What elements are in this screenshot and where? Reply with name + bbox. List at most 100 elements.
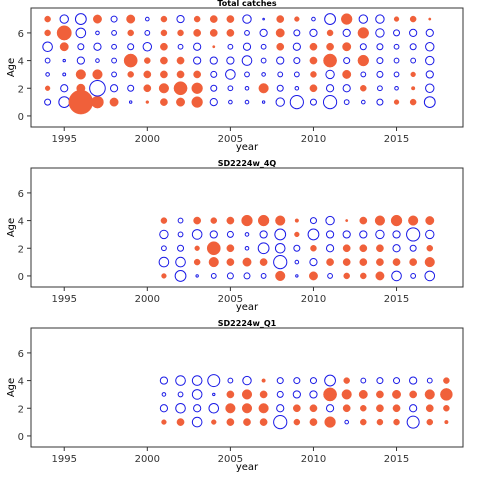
x-tick-label: 2005 (218, 454, 243, 465)
bubble-positive (408, 215, 419, 226)
bubble-positive (56, 25, 72, 41)
bubble-positive (342, 42, 352, 52)
y-tick-label: 4 (18, 57, 24, 68)
bubble-negative (361, 99, 366, 105)
bubble-negative (209, 230, 218, 239)
panel-title: Total catches (217, 0, 276, 8)
bubble-positive (160, 98, 168, 106)
bubble-positive (193, 216, 202, 225)
bubble-negative (309, 217, 317, 225)
bubble-negative (325, 244, 335, 253)
x-tick-label: 1995 (52, 134, 77, 145)
bubble-negative (242, 14, 252, 24)
bubble-positive (357, 27, 369, 39)
bubble-positive (145, 100, 149, 104)
bubble-positive (376, 258, 384, 266)
bubble-negative (244, 30, 250, 36)
bubble-negative (260, 43, 267, 50)
bubble-positive (259, 418, 268, 426)
bubble-positive (426, 245, 434, 252)
chart-panel-1: Total catches 1995 2000 2005 2010 2015 0 2 4 6 yea… (6, 0, 464, 153)
bubble-positive (324, 416, 336, 428)
bubble-positive (309, 42, 318, 51)
bubble-negative (95, 30, 100, 36)
bubble-positive (358, 389, 368, 399)
bubble-negative (193, 56, 202, 65)
bubble-negative (276, 84, 284, 92)
bubble-negative (292, 42, 301, 51)
bubble-negative (110, 15, 118, 23)
bubble-negative (59, 14, 69, 24)
bubble-positive (309, 84, 318, 93)
bubble-positive (257, 214, 270, 227)
bubble-positive (143, 84, 152, 93)
bubble-negative (409, 376, 418, 385)
bubble-negative (342, 230, 351, 239)
bubble-negative (145, 16, 150, 22)
bubble-positive (440, 388, 453, 401)
bubble-negative (393, 43, 400, 50)
bubble-negative (376, 98, 384, 106)
bubble-positive (59, 42, 69, 52)
bubble-positive (425, 216, 435, 226)
bubble-negative (394, 85, 399, 91)
bubble-negative (259, 230, 268, 239)
bubble-negative (243, 272, 251, 280)
bubble-negative (161, 245, 167, 252)
bubble-positive (343, 377, 350, 384)
bubble-positive (259, 390, 268, 399)
bubble-positive (342, 244, 351, 253)
bubble-negative (226, 56, 235, 65)
y-tick-label: 0 (18, 112, 24, 123)
bubble-negative (161, 392, 167, 397)
bubble-negative (76, 56, 85, 65)
bubble-positive (341, 389, 352, 400)
bubble-positive (211, 419, 217, 425)
bubble-negative (242, 42, 252, 51)
y-tick-label: 2 (18, 84, 24, 95)
y-tick-label: 2 (18, 404, 24, 415)
bubble-positive (161, 273, 167, 279)
bubble-positive (109, 97, 119, 107)
bubble-positive (341, 13, 353, 25)
bubble-negative (58, 96, 71, 108)
bubble-positive (359, 216, 368, 225)
bubble-negative (406, 415, 420, 429)
bubble-positive (376, 418, 384, 426)
bubble-negative (425, 28, 434, 38)
bubble-positive (359, 244, 368, 253)
x-axis-label: year (236, 142, 259, 153)
bubble-positive (209, 29, 218, 37)
bubble-negative (74, 13, 87, 25)
bubble-positive (226, 15, 235, 23)
bubble-positive (342, 258, 351, 266)
bubble-negative (210, 70, 218, 78)
bubble-negative (292, 390, 301, 399)
y-tick-label: 4 (18, 377, 24, 388)
bubble-positive (392, 258, 401, 266)
bubble-negative (60, 84, 69, 93)
bubble-negative (359, 230, 368, 239)
bubble-negative (375, 28, 385, 38)
bubble-positive (193, 29, 202, 37)
bubble-negative (195, 274, 199, 278)
bubble-positive (376, 390, 384, 399)
bubble-negative (376, 377, 384, 385)
bubble-negative (212, 392, 216, 397)
bubble-positive (210, 217, 218, 224)
bubble-positive (392, 404, 401, 413)
bubble-negative (177, 217, 184, 224)
bubble-negative (257, 242, 270, 255)
bubble-negative (327, 273, 333, 279)
bubble-positive (160, 42, 168, 51)
bubble-positive (160, 56, 168, 65)
bubble-negative (375, 229, 385, 240)
bubble-negative (359, 43, 367, 51)
y-axis-label: Age (6, 378, 17, 397)
bubble-negative (360, 71, 367, 78)
bubble-negative (274, 228, 287, 241)
x-tick-label: 2015 (384, 294, 409, 305)
bubble-positive (127, 71, 134, 78)
bubble-negative (45, 72, 50, 77)
